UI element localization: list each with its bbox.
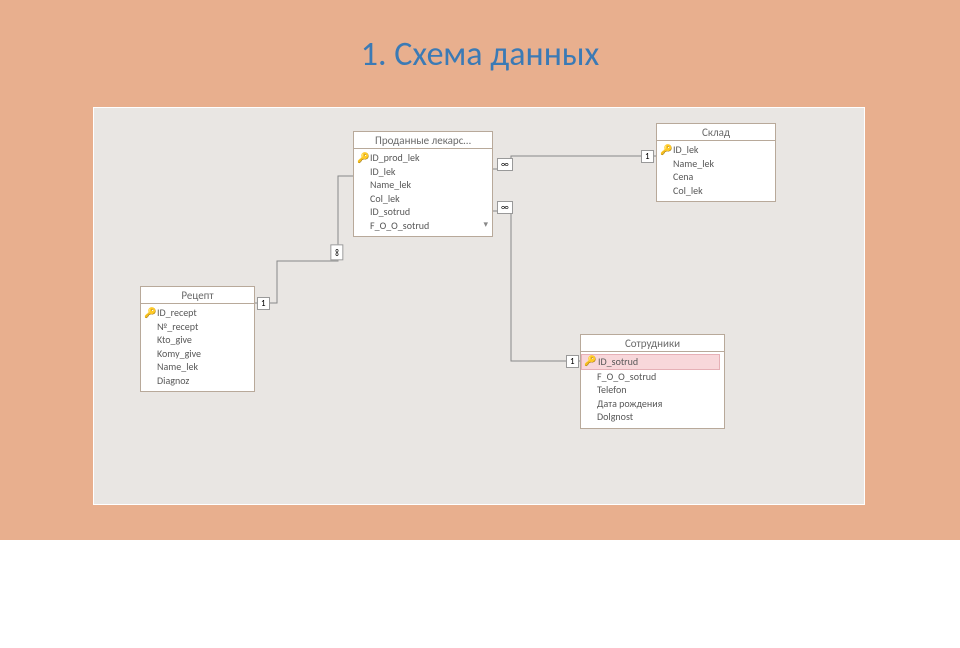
table-sotrud-body: 🔑 ID_sotrud F_O_O_sotrud Telefon Дата ро… (581, 352, 724, 428)
table-prodan-title: Проданные лекарс… (354, 132, 492, 149)
diagram-canvas: Рецепт 🔑 ID_recept №_recept Kto_give Kom… (93, 107, 865, 505)
field: Kto_give (157, 333, 250, 347)
cardinality-label: 1 (257, 297, 270, 310)
field: F_O_O_sotrud ▾ (370, 219, 488, 233)
field: Dolgnost (597, 410, 720, 424)
pk-icon: 🔑 (660, 143, 672, 156)
field: Col_lek (673, 184, 771, 198)
field: Diagnoz (157, 374, 250, 388)
field-label: F_O_O_sotrud (370, 219, 429, 233)
field: ID_sotrud (370, 205, 488, 219)
slide-title: 1. Схема данных (0, 34, 960, 75)
field: ID_lek (673, 143, 771, 157)
field: Cena (673, 170, 771, 184)
table-recept-body: 🔑 ID_recept №_recept Kto_give Komy_give … (141, 304, 254, 391)
field: Col_lek (370, 192, 488, 206)
field: Name_lek (673, 157, 771, 171)
table-prodan-body: 🔑 ID_prod_lek ID_lek Name_lek Col_lek ID… (354, 149, 492, 236)
table-recept-title: Рецепт (141, 287, 254, 304)
table-sotrud[interactable]: Сотрудники 🔑 ID_sotrud F_O_O_sotrud Tele… (580, 334, 725, 429)
table-sklad[interactable]: Склад 🔑 ID_lek Name_lek Cena Col_lek (656, 123, 776, 202)
table-sklad-body: 🔑 ID_lek Name_lek Cena Col_lek (657, 141, 775, 201)
table-sotrud-title: Сотрудники (581, 335, 724, 352)
cardinality-label: ∞ (330, 245, 343, 261)
field: ID_sotrud (581, 354, 720, 370)
pk-icon: 🔑 (584, 354, 596, 367)
cardinality-label: 1 (641, 150, 654, 163)
table-recept[interactable]: Рецепт 🔑 ID_recept №_recept Kto_give Kom… (140, 286, 255, 392)
field: №_recept (157, 320, 250, 334)
field: ID_recept (157, 306, 250, 320)
table-sklad-title: Склад (657, 124, 775, 141)
table-prodan[interactable]: Проданные лекарс… 🔑 ID_prod_lek ID_lek N… (353, 131, 493, 237)
field: Name_lek (370, 178, 488, 192)
slide: 1. Схема данных Рецепт 🔑 ID_recept №_rec… (0, 0, 960, 540)
chevron-down-icon[interactable]: ▾ (483, 219, 488, 231)
field: Name_lek (157, 360, 250, 374)
pk-icon: 🔑 (357, 151, 369, 164)
field: Telefon (597, 383, 720, 397)
cardinality-label: 1 (566, 355, 579, 368)
cardinality-label: ∞ (497, 201, 513, 214)
cardinality-label: ∞ (497, 158, 513, 171)
field: F_O_O_sotrud (597, 370, 720, 384)
pk-icon: 🔑 (144, 306, 156, 319)
field: ID_lek (370, 165, 488, 179)
field: ID_prod_lek (370, 151, 488, 165)
field: Дата рождения (597, 397, 720, 411)
field: Komy_give (157, 347, 250, 361)
